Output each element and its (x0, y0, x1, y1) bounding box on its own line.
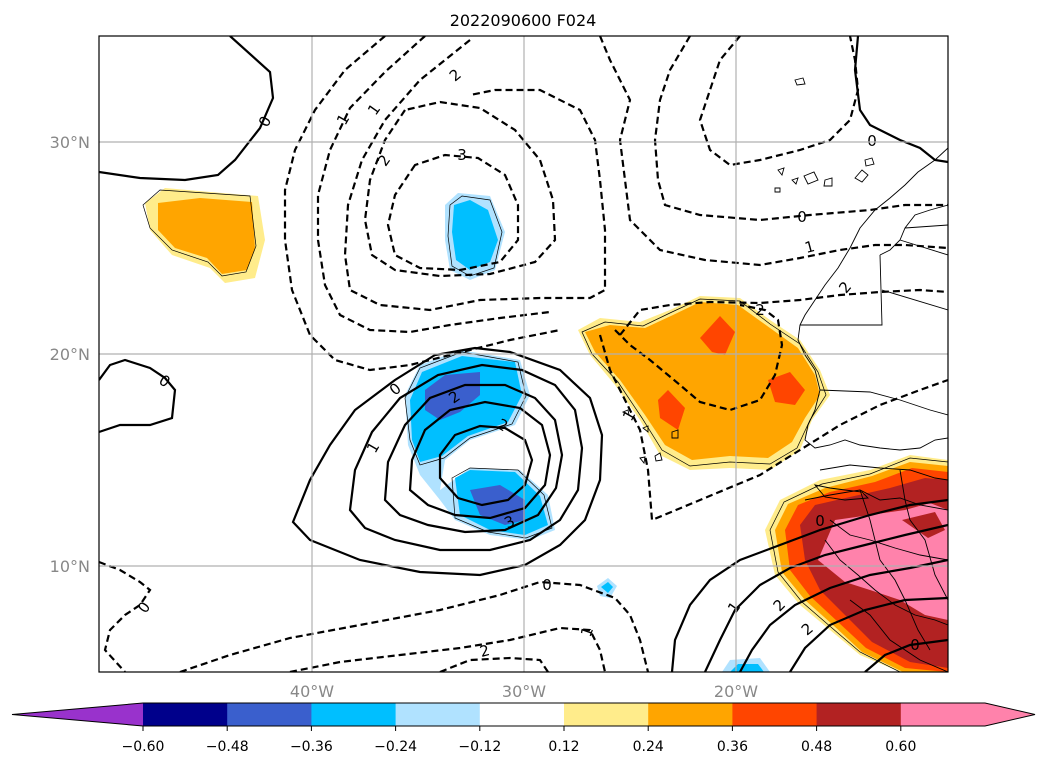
shade-positive-east-red-3 (658, 390, 685, 430)
coastlines (621, 77, 948, 672)
contour-label: 0 (134, 598, 154, 616)
contour-label: 1 (724, 598, 744, 616)
lon-label: 30°W (502, 682, 546, 701)
colorbar-bin (564, 703, 649, 726)
contour-label: 1 (577, 624, 597, 639)
contour-label: 1 (363, 439, 383, 456)
thin-outlines (142, 189, 948, 672)
map-plot-area (99, 36, 948, 672)
colorbar-bin (479, 703, 565, 726)
gridlines (99, 36, 948, 672)
contour-label: 1 (803, 237, 817, 257)
solid-contours (99, 36, 948, 672)
dashed-contours (99, 36, 948, 672)
colorbar-tick-label: 0.36 (717, 739, 748, 755)
shade-negative-south-core (730, 664, 764, 672)
colorbar-tick-label: 0.12 (548, 739, 579, 755)
contour-label: 0 (910, 636, 920, 654)
lon-label: 20°W (714, 682, 758, 701)
lon-label: 40°W (290, 682, 334, 701)
shade-positive-northwest-core (158, 198, 255, 274)
lat-label: 10°N (50, 557, 90, 576)
colorbar-bin (395, 703, 481, 726)
contour-label: 1 (333, 111, 353, 128)
map-frame (98, 35, 949, 673)
lat-label: 30°N (50, 133, 90, 152)
contour-label: 2 (798, 619, 817, 639)
contour-label: 3 (457, 146, 467, 164)
shade-positive-southeast-darkred-inner (902, 512, 945, 538)
colorbar-bin (311, 703, 397, 726)
contour-label: 0 (815, 512, 825, 530)
colorbar-extend-min (12, 703, 143, 726)
colorbar-bin (816, 703, 902, 726)
latitude-labels: 30°N 20°N 10°N (50, 133, 90, 576)
contour-label: 0 (797, 208, 807, 226)
colorbar-bin (143, 703, 228, 726)
contour-label: 1 (364, 100, 384, 118)
contour-label: 2 (374, 151, 394, 169)
contour-label: 2 (755, 301, 765, 319)
shade-negative-north-core (452, 200, 498, 270)
longitude-labels: 40°W 30°W 20°W (290, 682, 758, 701)
contour-label: 0 (867, 132, 877, 150)
colorbar-tick-label: −0.48 (206, 739, 249, 755)
colorbar-tick-label: −0.36 (290, 739, 333, 755)
shade-negative-center-darkest-2 (470, 485, 525, 525)
colorbar-tick-label: −0.24 (374, 739, 417, 755)
colorbar-tick-label: 0.24 (633, 739, 664, 755)
colorbar-tick-label: 0.48 (801, 739, 832, 755)
contour-label: 0 (542, 576, 552, 594)
colorbar-tick-label: −0.60 (122, 739, 165, 755)
lat-label: 20°N (50, 345, 90, 364)
colorbar-tick-label: −0.12 (458, 739, 501, 755)
colorbar: −0.60 −0.48 −0.36 −0.24 −0.12 0.12 0.24 0.36 0.4… (11, 702, 1036, 755)
shade-positive-east-red-2 (768, 372, 805, 405)
colorbar-bin (227, 703, 312, 726)
colorbar-bin (900, 703, 986, 726)
colorbar-tick-label: 0.60 (885, 739, 916, 755)
shade-positive-east-red-1 (700, 316, 735, 355)
colorbar-extend-max (985, 703, 1035, 726)
shaded-fields (145, 188, 948, 672)
colorbar-bin (648, 703, 733, 726)
map-title: 2022090600 F024 (450, 11, 597, 30)
shade-negative-dot-core (601, 582, 613, 593)
shade-positive-east-core (585, 302, 820, 460)
contour-label: 2 (478, 641, 492, 661)
contour-label: 2 (446, 65, 465, 85)
colorbar-bin (732, 703, 818, 726)
